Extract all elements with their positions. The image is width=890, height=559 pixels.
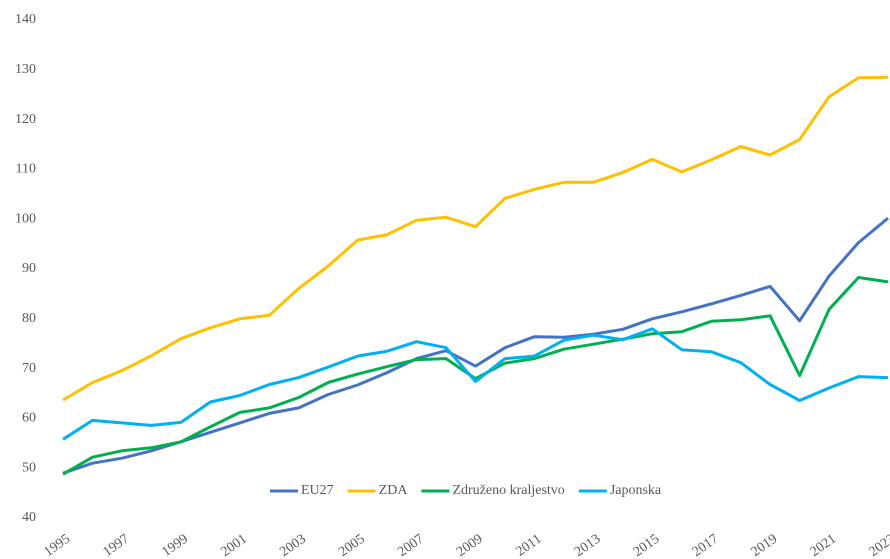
line-series (62, 217, 889, 475)
line-series (62, 276, 889, 476)
legend-label: Japonska (610, 483, 662, 498)
x-tick-label: 2013 (572, 532, 604, 559)
x-tick-label: 1999 (159, 532, 191, 559)
x-tick-label: 2009 (454, 532, 486, 559)
x-tick-label: 2017 (690, 532, 722, 559)
x-tick-label: 2015 (631, 532, 663, 559)
x-tick-label: 2023 (867, 532, 890, 559)
y-tick-label: 50 (22, 460, 36, 475)
y-tick-label: 40 (22, 510, 36, 525)
y-tick-label: 90 (22, 261, 36, 276)
line-series (62, 75, 889, 402)
x-tick-label: 2011 (513, 532, 544, 559)
x-tick-label: 2021 (808, 532, 840, 559)
legend-label: ZDA (379, 483, 409, 498)
y-tick-label: 80 (22, 311, 36, 326)
y-tick-label: 100 (15, 211, 36, 226)
y-tick-label: 140 (15, 12, 36, 27)
y-tick-label: 70 (22, 361, 36, 376)
y-tick-label: 120 (15, 112, 36, 127)
y-tick-label: 110 (16, 162, 36, 177)
legend-label: EU27 (301, 483, 334, 498)
x-tick-label: 2003 (277, 532, 309, 559)
x-tick-label: 2019 (749, 532, 781, 559)
x-tick-label: 2005 (336, 532, 368, 559)
x-tick-label: 2001 (218, 532, 250, 559)
legend-label: Združeno kraljestvo (452, 483, 564, 498)
line-series (62, 327, 889, 441)
y-tick-label: 130 (15, 62, 36, 77)
y-tick-label: 60 (22, 411, 36, 426)
x-tick-label: 1997 (101, 532, 133, 559)
x-tick-label: 1995 (42, 532, 74, 559)
x-tick-label: 2007 (395, 532, 427, 559)
